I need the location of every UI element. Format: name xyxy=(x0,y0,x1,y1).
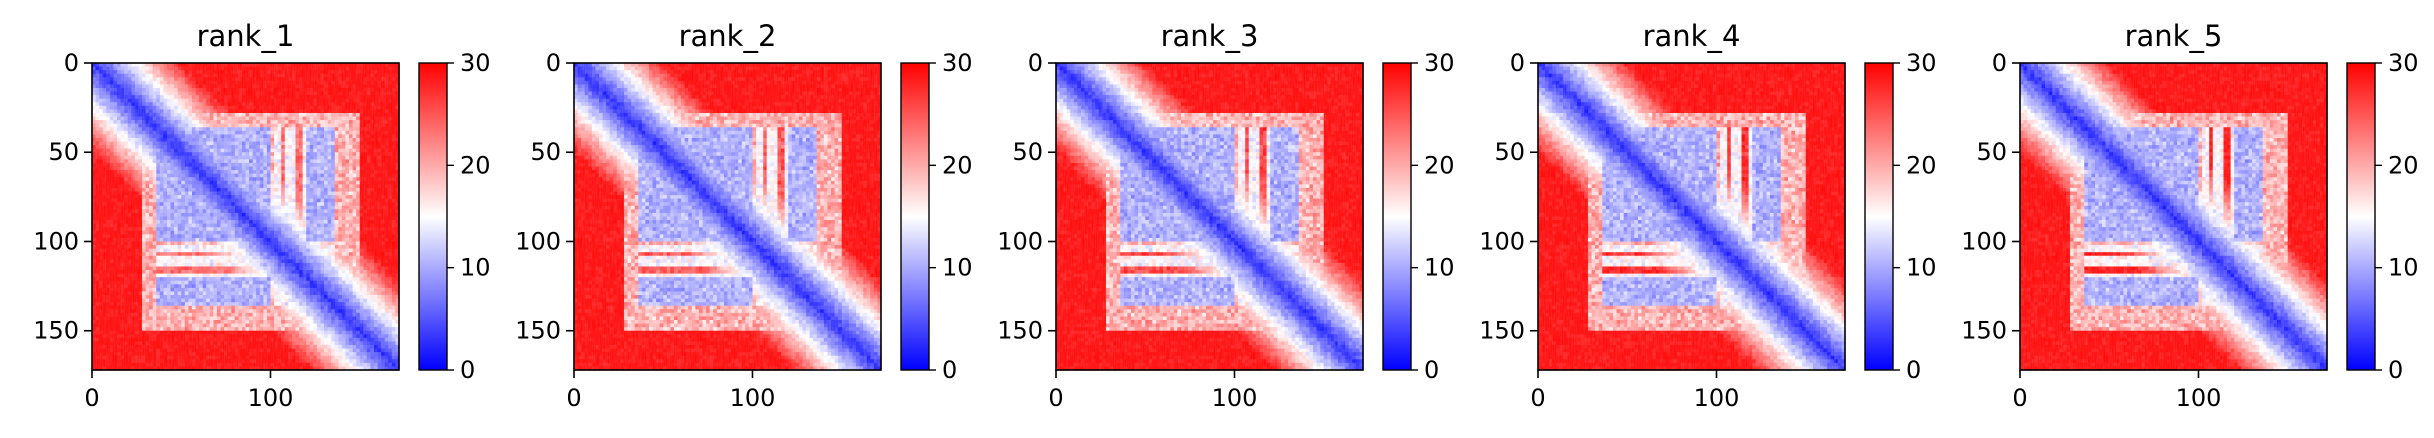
panel-1: rank_10501001500 1000102030 xyxy=(33,19,490,412)
